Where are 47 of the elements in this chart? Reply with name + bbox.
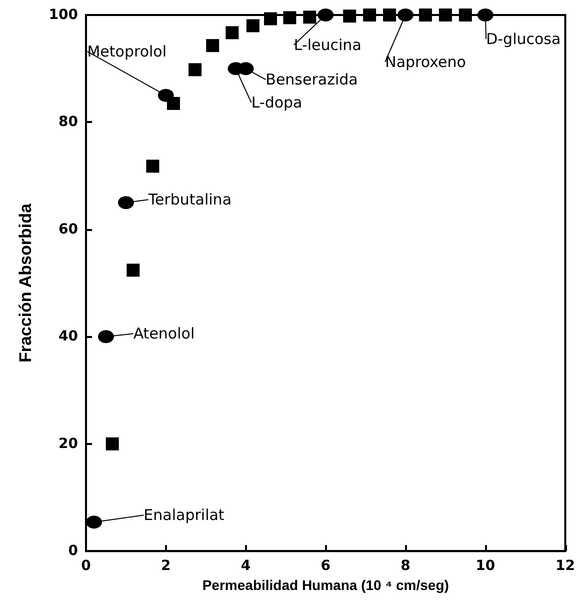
annotation: Terbutalina [147, 190, 232, 209]
y-tick-label: 40 [58, 328, 78, 345]
point [126, 264, 140, 277]
point [226, 26, 239, 40]
point [206, 39, 220, 52]
x-tick-label: 4 [240, 558, 251, 574]
point [106, 437, 119, 450]
y-tick-label: 60 [58, 221, 78, 238]
point [188, 63, 202, 76]
y-axis-title: Fracción Absorbida [16, 203, 35, 363]
y-tick-label: 100 [48, 7, 78, 23]
annotation: Enalaprilat [144, 506, 224, 524]
annotation: Atenolol [133, 324, 195, 343]
point [86, 516, 102, 529]
point [303, 10, 316, 24]
point [146, 160, 160, 173]
point [363, 8, 376, 22]
point [458, 8, 472, 22]
point [318, 8, 334, 22]
point [118, 196, 134, 210]
point [343, 10, 356, 23]
annotation: Benserazida [266, 70, 358, 89]
x-tick-label: 2 [161, 558, 171, 574]
point [418, 8, 432, 22]
point [98, 330, 114, 344]
point [283, 11, 296, 24]
annotation: Naproxeno [385, 53, 466, 71]
annotation: L-leucina [294, 36, 362, 54]
x-tick-label: 8 [400, 558, 410, 574]
y-tick-label: 80 [58, 114, 78, 130]
annotation: Metoprolol [87, 42, 167, 60]
x-axis-title: Permeabilidad Humana (10 ⁴ cm/seg) [202, 577, 449, 593]
annotation: L-dopa [251, 94, 302, 112]
point [264, 12, 278, 26]
y-tick-label: 0 [68, 543, 78, 560]
point [398, 8, 414, 22]
x-tick-label: 6 [320, 558, 331, 574]
point [438, 8, 452, 22]
point [246, 19, 260, 32]
x-tick-label: 10 [476, 558, 496, 574]
point [158, 88, 174, 102]
annotation: D-glucosa [486, 30, 561, 48]
point [477, 8, 494, 22]
x-tick-label: 12 [556, 558, 575, 574]
point [383, 8, 396, 22]
x-tick-label: 0 [81, 558, 92, 574]
y-tick-label: 20 [58, 436, 78, 452]
